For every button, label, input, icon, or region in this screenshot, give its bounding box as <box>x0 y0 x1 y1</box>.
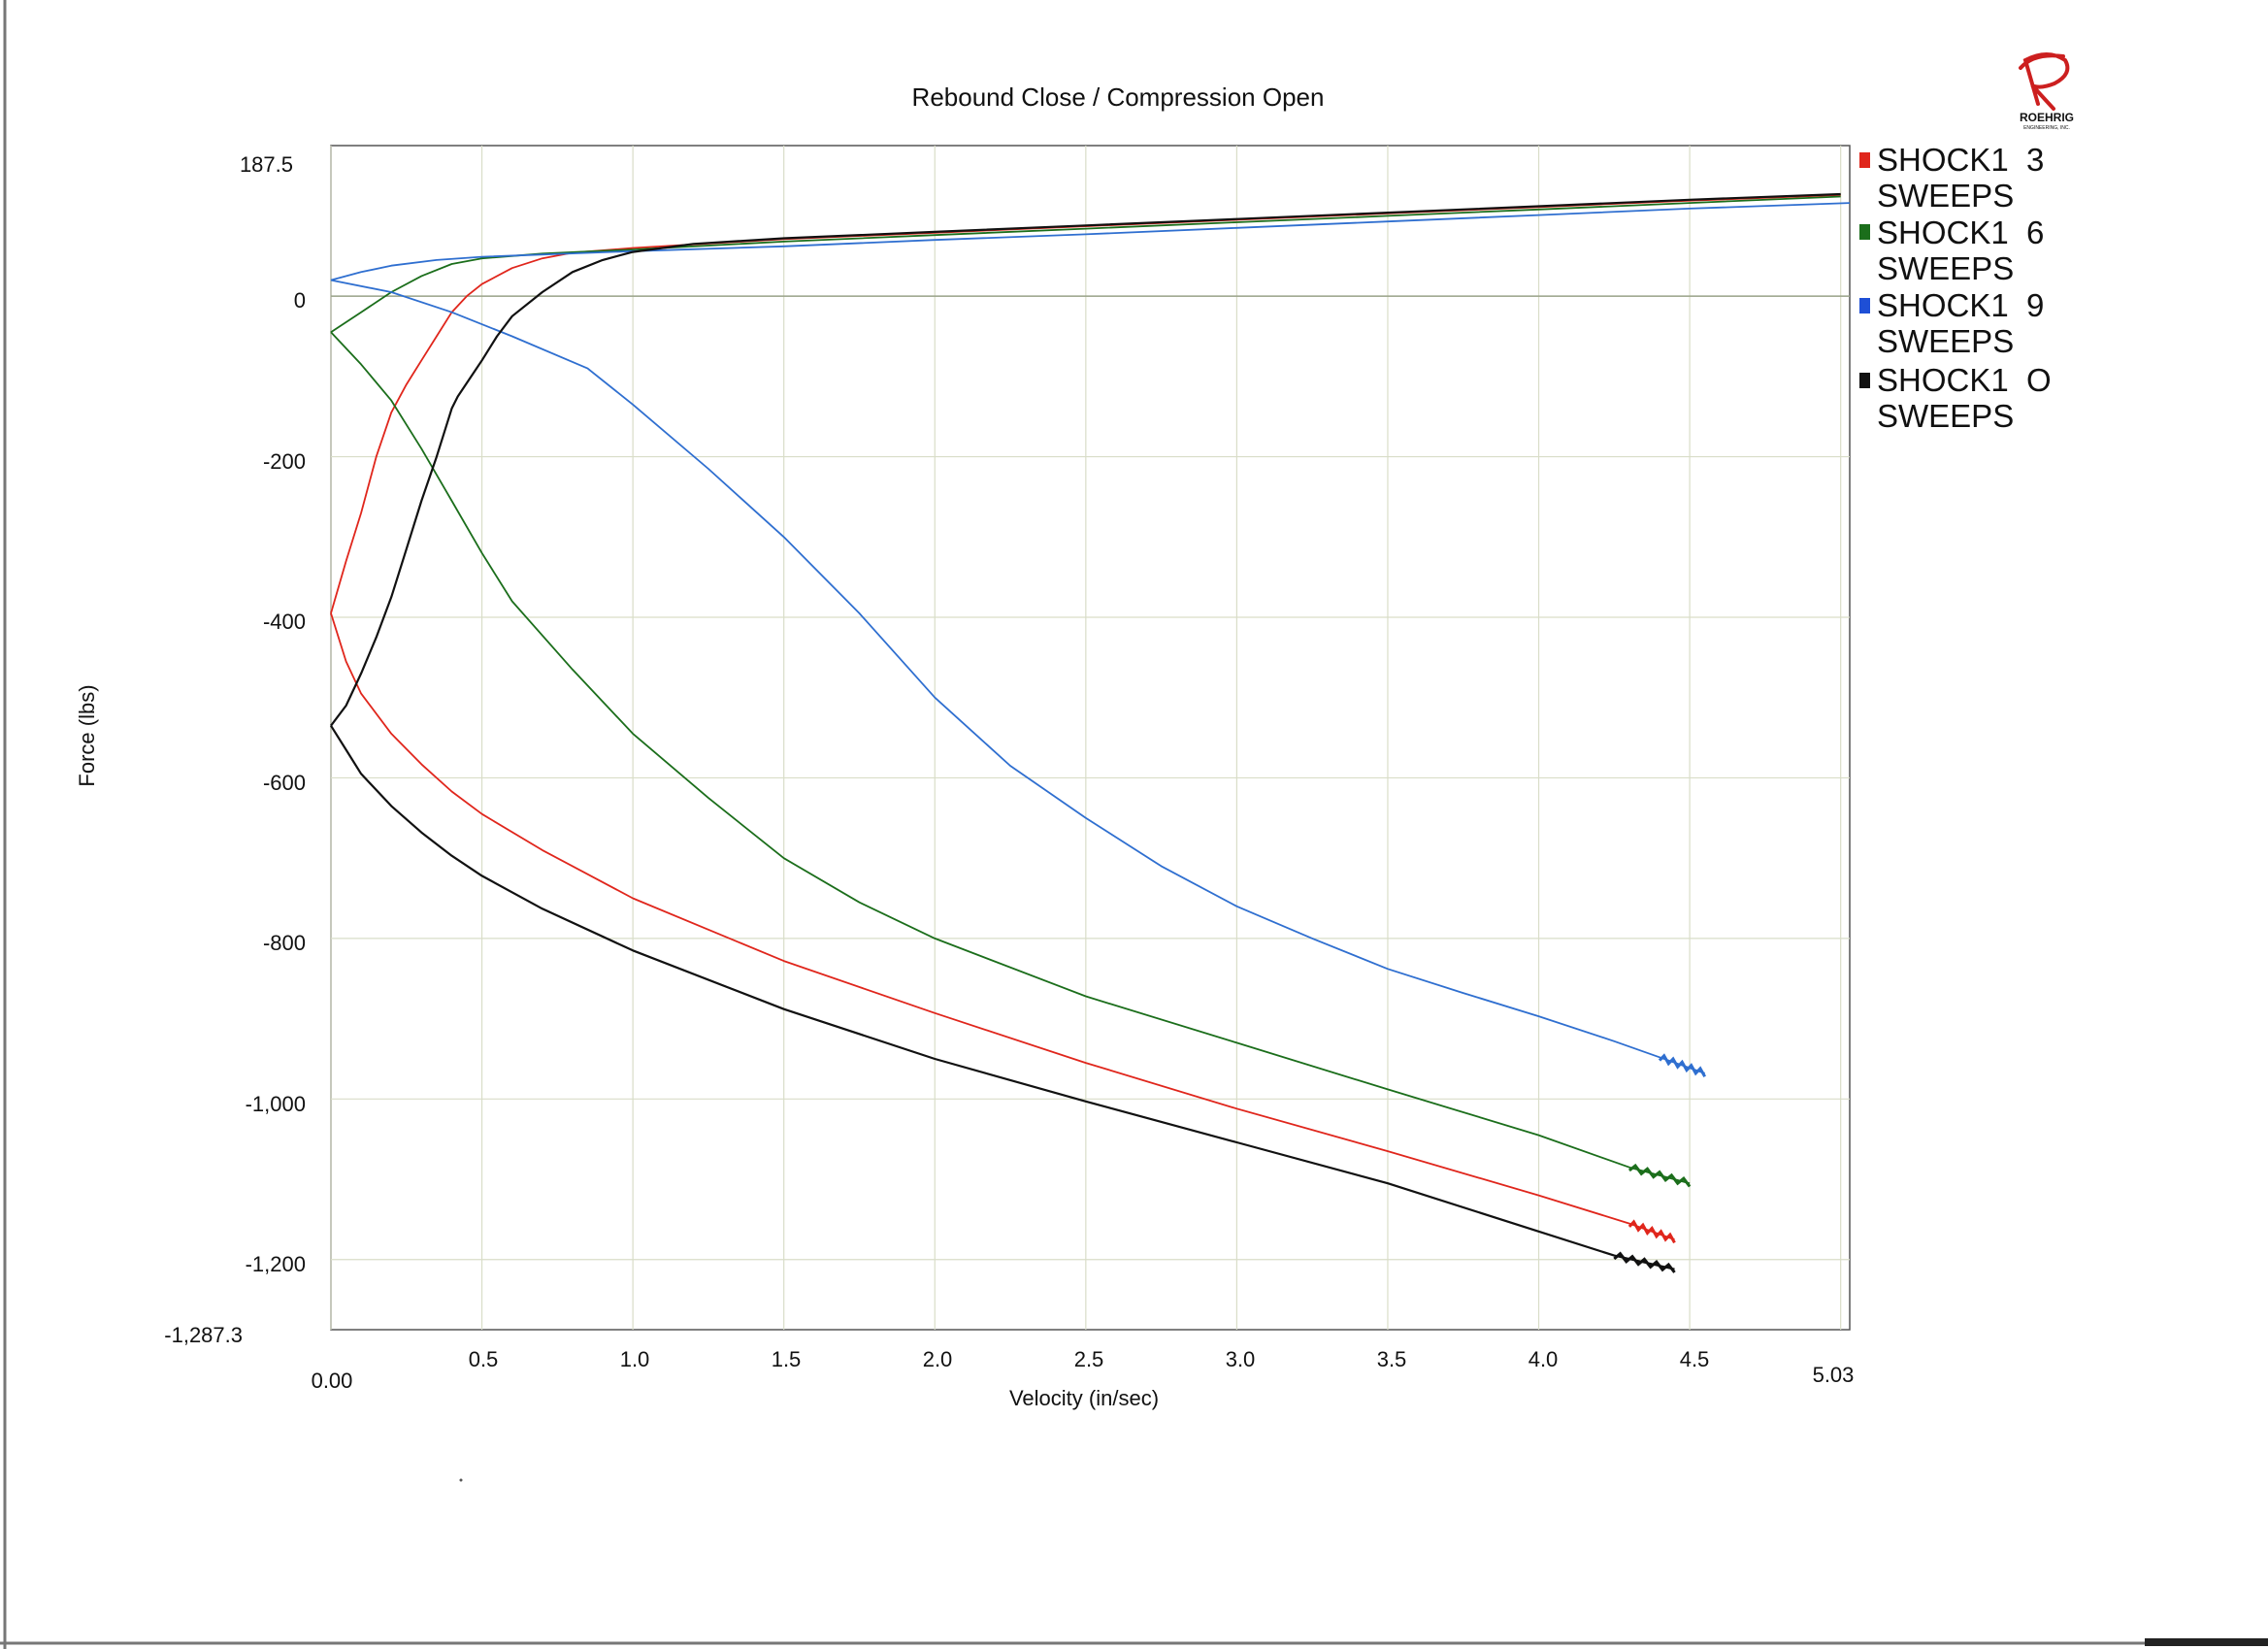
legend: SHOCK1 3 SWEEPS SHOCK1 6 SWEEPS SHOCK1 9 SW… <box>1859 142 2052 434</box>
y-tick-label: -1,287.3 <box>164 1323 243 1347</box>
chart-title: Rebound Close / Compression Open <box>912 82 1325 112</box>
logo-brand-text: ROEHRIG <box>2020 111 2074 124</box>
grid <box>330 146 1850 1330</box>
y-tick-label: 0 <box>294 288 306 313</box>
x-tick-label: 1.0 <box>620 1347 650 1371</box>
legend-label: SHOCK1 O SWEEPS <box>1877 362 2052 434</box>
x-tick-label: 0.5 <box>469 1347 499 1371</box>
x-tick-label: 2.5 <box>1074 1347 1104 1371</box>
y-tick-label: -200 <box>263 449 306 474</box>
series-line-3-compression <box>330 202 1851 281</box>
series-line-2-rebound <box>330 331 1691 1185</box>
series-end-noise-1 <box>1627 1219 1676 1244</box>
series-line-2-compression <box>330 195 1841 334</box>
series-line-3-rebound <box>330 279 1706 1074</box>
plot-area <box>330 145 1851 1331</box>
series-line-1-rebound <box>330 612 1675 1240</box>
legend-swatch <box>1859 152 1870 168</box>
legend-swatch <box>1859 224 1870 240</box>
series-line-4-compression <box>330 192 1841 727</box>
logo-r-mark <box>2019 52 2070 111</box>
series-end-markers <box>1613 1053 1707 1273</box>
legend-label: SHOCK1 3 SWEEPS <box>1877 142 2044 214</box>
legend-swatch <box>1859 298 1870 313</box>
series-end-noise-2 <box>1627 1163 1692 1188</box>
x-tick-label: 2.0 <box>923 1347 953 1371</box>
legend-swatch <box>1859 373 1870 388</box>
x-axis-label: Velocity (in/sec) <box>1009 1386 1159 1410</box>
x-tick-label: 4.5 <box>1680 1347 1710 1371</box>
roehrig-logo: ROEHRIG ENGINEERING, INC. <box>2019 52 2074 131</box>
y-tick-label: -400 <box>263 610 306 634</box>
y-tick-label: -600 <box>263 771 306 795</box>
y-tick-labels: 187.5 0 -200 -400 -600 -800 -1,000 -1,20… <box>164 152 306 1347</box>
y-tick-label: -800 <box>263 931 306 955</box>
x-tick-label: 0.00 <box>312 1369 353 1393</box>
scan-speck <box>459 1478 463 1482</box>
x-tick-label: 3.5 <box>1377 1347 1407 1371</box>
series-end-noise-3 <box>1658 1053 1707 1077</box>
y-tick-label: -1,200 <box>246 1252 306 1276</box>
x-tick-label: 1.5 <box>772 1347 802 1371</box>
series-lines <box>330 192 1851 1270</box>
x-tick-label: 3.0 <box>1226 1347 1256 1371</box>
x-tick-label: 5.03 <box>1813 1363 1855 1387</box>
series-line-4-rebound <box>330 725 1675 1270</box>
logo-sub-text: ENGINEERING, INC. <box>2023 125 2070 131</box>
scan-edge-mark <box>2145 1638 2268 1646</box>
series-end-noise-4 <box>1613 1251 1676 1273</box>
y-tick-label: -1,000 <box>246 1092 306 1116</box>
y-axis-label: Force (lbs) <box>75 684 99 786</box>
legend-label: SHOCK1 9 SWEEPS <box>1877 287 2044 359</box>
x-tick-labels: 0.00 0.5 1.0 1.5 2.0 2.5 3.0 3.5 4.0 4.5… <box>312 1347 1855 1393</box>
x-tick-label: 4.0 <box>1528 1347 1559 1371</box>
y-tick-label: 187.5 <box>240 152 293 177</box>
legend-label: SHOCK1 6 SWEEPS <box>1877 214 2044 286</box>
